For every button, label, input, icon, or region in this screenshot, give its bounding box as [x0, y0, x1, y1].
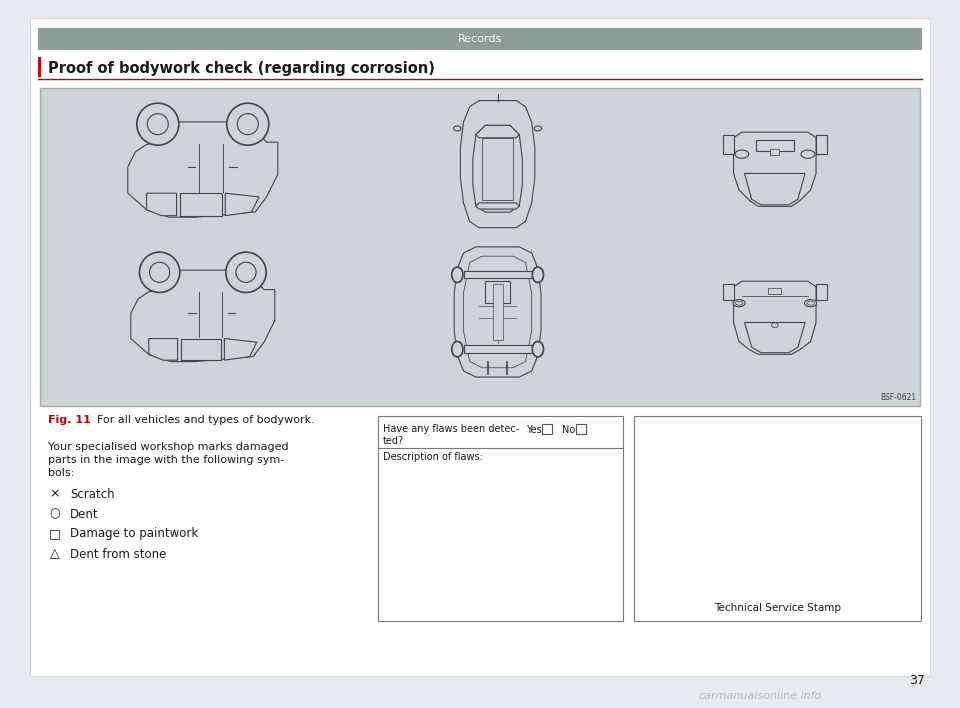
Bar	[768, 288, 781, 294]
Text: Dent: Dent	[70, 508, 99, 520]
Bar	[723, 135, 733, 154]
Text: Yes:: Yes:	[526, 425, 545, 435]
Bar	[38, 57, 41, 77]
Bar	[542, 424, 552, 434]
Polygon shape	[745, 173, 805, 205]
Polygon shape	[733, 281, 816, 355]
Polygon shape	[131, 270, 275, 362]
Polygon shape	[476, 203, 519, 209]
Polygon shape	[225, 338, 257, 360]
Text: BSF-0621: BSF-0621	[880, 393, 916, 402]
Ellipse shape	[532, 341, 543, 357]
Text: bols:: bols:	[48, 468, 74, 478]
Text: ted?: ted?	[383, 436, 404, 446]
Polygon shape	[476, 125, 519, 138]
Ellipse shape	[772, 323, 779, 328]
Text: Have any flaws been detec-: Have any flaws been detec-	[383, 424, 519, 434]
Text: No:: No:	[562, 425, 579, 435]
Text: Scratch: Scratch	[70, 488, 114, 501]
Ellipse shape	[801, 150, 815, 159]
Text: Proof of bodywork check (regarding corrosion): Proof of bodywork check (regarding corro…	[48, 60, 435, 76]
Bar	[816, 284, 828, 300]
Bar	[482, 138, 513, 200]
Bar	[40, 88, 920, 406]
Ellipse shape	[733, 299, 745, 307]
Text: Records: Records	[458, 34, 502, 44]
Bar	[723, 284, 733, 300]
Text: carmanualsonline.info: carmanualsonline.info	[698, 691, 822, 701]
Ellipse shape	[532, 267, 543, 282]
Ellipse shape	[735, 150, 749, 159]
Polygon shape	[461, 101, 535, 228]
Circle shape	[137, 103, 179, 145]
Polygon shape	[180, 193, 222, 216]
Text: ○: ○	[50, 508, 60, 520]
Ellipse shape	[804, 299, 817, 307]
Text: Technical Service Stamp: Technical Service Stamp	[714, 603, 841, 613]
Circle shape	[150, 262, 170, 282]
Text: △: △	[50, 547, 60, 561]
Ellipse shape	[806, 302, 814, 305]
Polygon shape	[472, 125, 522, 212]
Bar	[770, 149, 780, 155]
Circle shape	[139, 252, 180, 292]
Bar	[634, 416, 921, 621]
Polygon shape	[454, 247, 541, 377]
Text: ×: ×	[50, 488, 60, 501]
Text: Fig. 11: Fig. 11	[48, 415, 91, 425]
Bar	[464, 346, 532, 353]
Polygon shape	[149, 338, 178, 360]
Ellipse shape	[453, 126, 461, 131]
Circle shape	[227, 103, 269, 145]
Text: Description of flaws:: Description of flaws:	[383, 452, 483, 462]
Ellipse shape	[452, 267, 463, 282]
Bar	[492, 284, 503, 340]
Polygon shape	[181, 338, 221, 360]
Polygon shape	[128, 122, 277, 217]
Polygon shape	[745, 322, 805, 353]
Text: Dent from stone: Dent from stone	[70, 547, 166, 561]
Bar	[378, 416, 623, 621]
Polygon shape	[464, 256, 532, 367]
Circle shape	[147, 114, 168, 135]
Text: 37: 37	[909, 673, 925, 687]
Text: parts in the image with the following sym-: parts in the image with the following sy…	[48, 455, 284, 465]
Circle shape	[237, 114, 258, 135]
Bar	[756, 140, 794, 152]
Bar	[576, 424, 586, 434]
Bar	[485, 281, 510, 302]
Bar	[816, 135, 828, 154]
Bar	[38, 28, 922, 50]
Polygon shape	[147, 193, 177, 216]
Circle shape	[226, 252, 266, 292]
Polygon shape	[226, 193, 259, 216]
Ellipse shape	[735, 302, 743, 305]
Text: Damage to paintwork: Damage to paintwork	[70, 527, 199, 540]
Text: For all vehicles and types of bodywork.: For all vehicles and types of bodywork.	[90, 415, 315, 425]
Text: Your specialised workshop marks damaged: Your specialised workshop marks damaged	[48, 442, 289, 452]
Text: □: □	[49, 527, 60, 540]
Bar	[464, 271, 532, 278]
Ellipse shape	[452, 341, 463, 357]
Circle shape	[236, 262, 256, 282]
Ellipse shape	[534, 126, 541, 131]
Polygon shape	[733, 132, 816, 207]
